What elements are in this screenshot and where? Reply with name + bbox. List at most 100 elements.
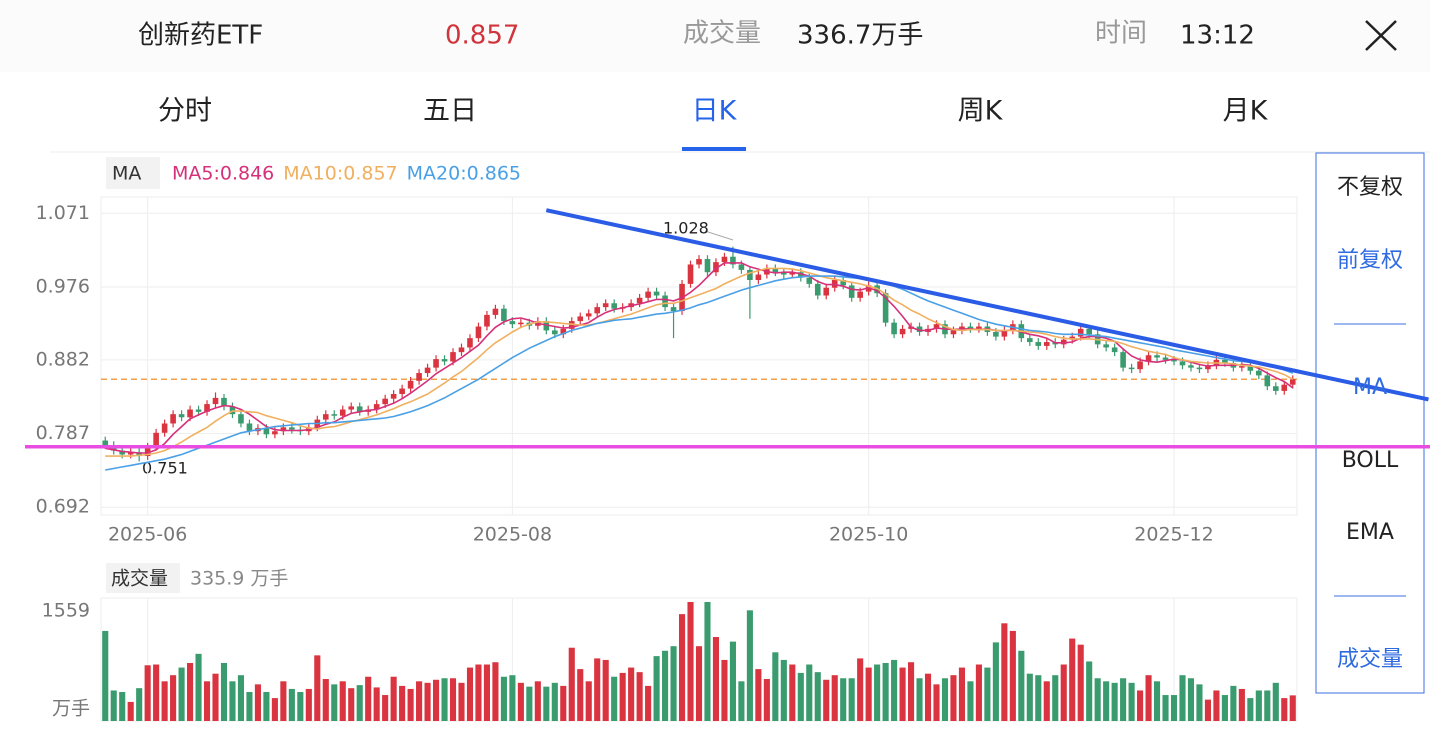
volume-bar <box>746 610 753 721</box>
volume-bar <box>1221 695 1228 721</box>
tab[interactable]: 月K <box>1223 96 1269 127</box>
volume-bar <box>636 672 643 721</box>
volume-bar <box>543 686 550 721</box>
volume-bar <box>280 681 287 721</box>
candle-body <box>348 406 355 410</box>
candle-body <box>611 303 617 309</box>
volume-title: 成交量 <box>111 568 168 590</box>
volume-bar <box>237 675 245 721</box>
candle-body <box>195 409 202 412</box>
candle-body <box>475 326 482 339</box>
volume-title-box <box>106 563 180 593</box>
tab[interactable]: 分时 <box>158 96 212 127</box>
candle-body <box>577 316 584 322</box>
volume-bar <box>857 658 864 721</box>
volume-bar <box>271 698 278 721</box>
candle-body <box>713 262 719 273</box>
volume-bar <box>127 701 134 721</box>
candle-body <box>797 272 804 278</box>
volume-bar <box>1001 623 1008 721</box>
volume-bar <box>950 675 957 721</box>
plot: 1.071 0.976 0.882 0.787 0.692 2025-06 2025-08 2… <box>25 196 1430 722</box>
close-button[interactable] <box>1365 20 1397 51</box>
volume-bar <box>1213 690 1220 721</box>
volume-bar <box>551 682 558 721</box>
candle-body <box>696 259 702 265</box>
volume-bar <box>314 655 321 721</box>
volume-bar <box>449 678 457 721</box>
volume-bar <box>1120 678 1127 721</box>
volume-bar <box>102 630 109 721</box>
candle-body <box>1205 365 1211 370</box>
tab[interactable]: 周K <box>958 96 1004 127</box>
volume-bar <box>1272 682 1279 721</box>
volume-bar <box>407 688 414 721</box>
indicator-option[interactable]: 不复权 <box>1337 175 1403 200</box>
volume-bar <box>1153 681 1161 721</box>
candle-body <box>1196 367 1203 370</box>
candle-body <box>518 322 524 325</box>
max-label: 1.028 <box>663 219 709 238</box>
indicator-option[interactable]: 前复权 <box>1337 248 1403 273</box>
volume-bar <box>560 685 567 721</box>
ma-line <box>105 267 1294 457</box>
volume-bar <box>975 664 982 721</box>
volume-bar <box>288 688 295 721</box>
volume-bar <box>1094 678 1101 721</box>
indicator-option[interactable]: BOLL <box>1342 448 1399 473</box>
volume-bar <box>780 659 787 721</box>
indicator-option[interactable]: EMA <box>1346 520 1394 545</box>
candle-body <box>1043 342 1050 346</box>
candle-body <box>229 406 236 415</box>
indicator-panel <box>1315 152 1425 694</box>
candle-body <box>899 328 906 335</box>
candle-body <box>738 264 745 270</box>
volume-bar <box>483 664 490 721</box>
candle-body <box>585 313 592 317</box>
volume-bar <box>1281 698 1288 721</box>
candle-body <box>450 352 456 362</box>
candle-body <box>730 256 736 265</box>
candle-body <box>1035 342 1042 346</box>
volume-bar <box>458 682 465 721</box>
volume-bar <box>891 659 898 721</box>
candle-body <box>636 297 643 304</box>
indicator-option[interactable]: MA <box>1353 375 1387 400</box>
candle-body <box>848 285 855 298</box>
volume-bar <box>882 662 889 721</box>
volume-bar <box>170 675 177 721</box>
volume-bar <box>958 667 966 721</box>
indicator-option[interactable]: 成交量 <box>1337 647 1403 672</box>
candle-body <box>1188 365 1194 368</box>
volume-bar <box>297 691 304 721</box>
fund-name: 创新药ETF <box>138 21 263 51</box>
tab[interactable]: 五日 <box>423 96 477 127</box>
volume-bar <box>390 676 397 721</box>
candle-body <box>653 291 660 296</box>
volume-bar <box>653 656 660 721</box>
candle-body <box>373 404 380 410</box>
candle-body <box>891 322 897 335</box>
volume-bar <box>729 641 736 721</box>
volume-bar <box>814 672 821 721</box>
tab[interactable]: 日K <box>692 96 738 127</box>
candle-body <box>1256 370 1262 376</box>
y-tick-label: 0.882 <box>36 348 90 370</box>
volume-bar <box>670 646 677 721</box>
candle-body <box>509 321 516 325</box>
candle-body <box>781 272 787 275</box>
candle-body <box>221 397 227 407</box>
volume-bar <box>432 679 440 721</box>
candle-body <box>560 328 567 335</box>
candle-body <box>755 274 762 280</box>
volume-bar <box>789 664 796 721</box>
candle-body <box>1281 384 1288 391</box>
volume-bar <box>348 688 355 721</box>
candle-body <box>645 291 651 298</box>
volume-bar <box>687 602 694 721</box>
candle-body <box>339 409 346 416</box>
volume-bar <box>1128 682 1135 721</box>
volume-bar <box>203 681 211 721</box>
volume-bar <box>229 681 236 721</box>
volume-bar <box>1204 699 1211 721</box>
